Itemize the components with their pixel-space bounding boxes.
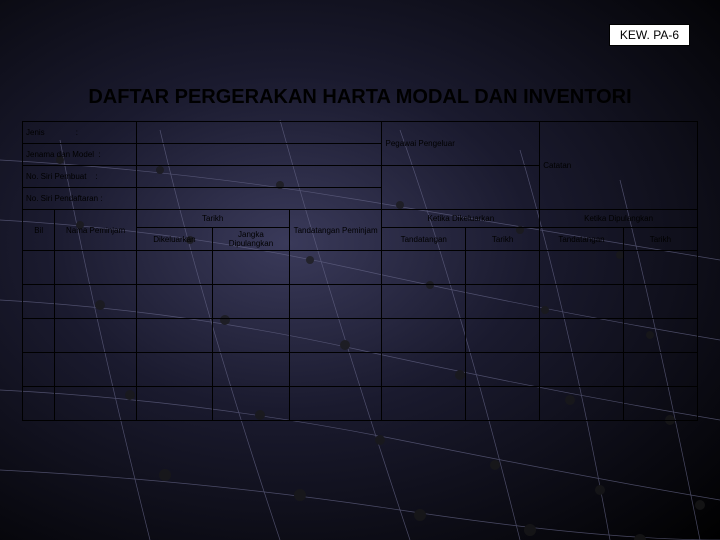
col-tarikh: Tarikh <box>136 210 289 228</box>
col-dk-tarikh: Tarikh <box>465 228 539 251</box>
label-siri-pendaftaran: No. Siri Pendaftaran <box>26 194 98 203</box>
catatan-header: Catatan <box>540 122 698 210</box>
label-siri-pembuat: No. Siri Pembuat <box>26 172 86 181</box>
meta-row-jenis: Jenis : Pegawai Pengeluar Catatan <box>23 122 698 144</box>
col-ketika-dikeluarkan: Ketika Dikeluarkan <box>382 210 540 228</box>
col-dp-tandatangan: Tandatangan <box>540 228 624 251</box>
table-row <box>23 319 698 353</box>
col-tarikh-dikeluarkan: Dikeluarkan <box>136 228 213 251</box>
col-dp-tarikh: Tarikh <box>623 228 697 251</box>
col-tandatangan-peminjam: Tandatangan Peminjam <box>289 210 382 251</box>
col-dk-tandatangan: Tandatangan <box>382 228 466 251</box>
label-jenis: Jenis <box>26 128 45 137</box>
form-code: KEW. PA-6 <box>620 28 679 42</box>
table-row <box>23 251 698 285</box>
header-row-1: Bil Nama Peminjam Tarikh Tandatangan Pem… <box>23 210 698 228</box>
form-code-box: KEW. PA-6 <box>609 24 690 46</box>
col-nama: Nama Peminjam <box>55 210 136 251</box>
movement-register-table: Jenis : Pegawai Pengeluar Catatan Jenama… <box>22 121 698 421</box>
col-tarikh-jangka: Jangka Dipulangkan <box>213 228 290 251</box>
table-row <box>23 353 698 387</box>
label-jenama: Jenama dan Model <box>26 150 94 159</box>
table-row <box>23 387 698 421</box>
table-row <box>23 285 698 319</box>
pegawai-pengeluar-header: Pegawai Pengeluar <box>382 122 540 166</box>
col-ketika-dipulangkan: Ketika Dipulangkan <box>540 210 698 228</box>
page-title: DAFTAR PERGERAKAN HARTA MODAL DAN INVENT… <box>22 86 698 109</box>
col-bil: Bil <box>23 210 55 251</box>
